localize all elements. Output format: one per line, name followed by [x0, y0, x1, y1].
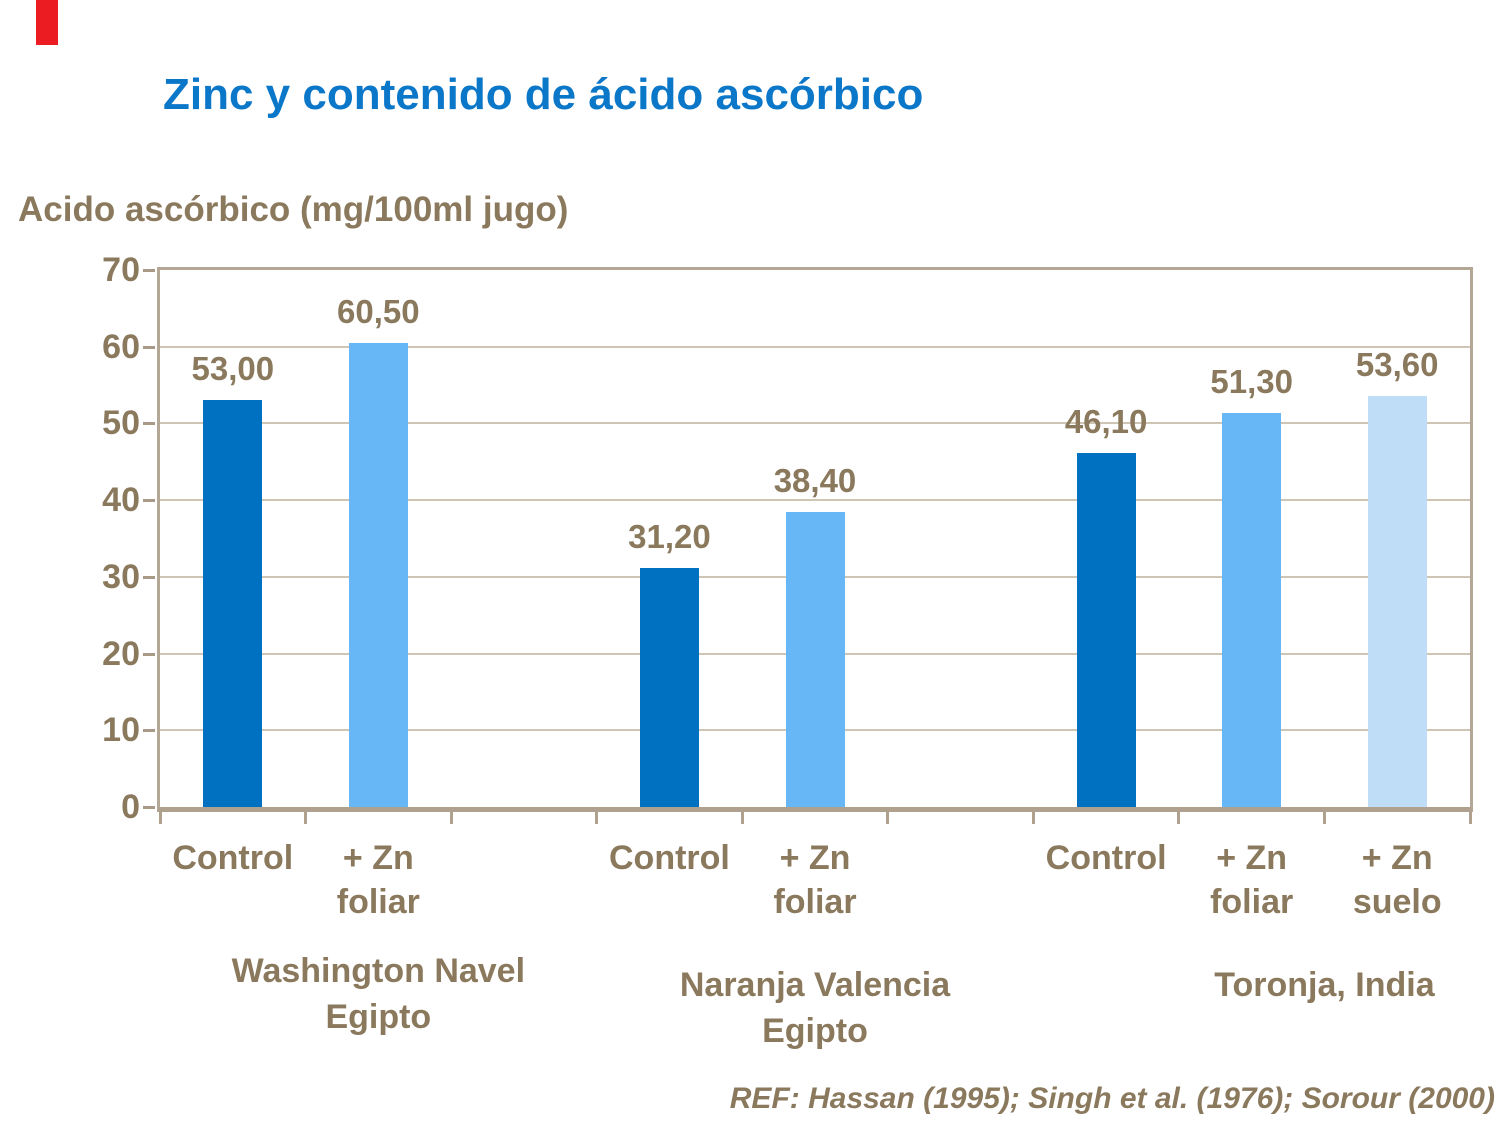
- y-tick-label: 20: [102, 634, 140, 673]
- plot-area: 53,00 60,50 31,20 38,40 46,10 51,30 53,60: [157, 267, 1473, 812]
- bar-value-label: 46,10: [1064, 403, 1148, 441]
- category-label: Control: [609, 839, 730, 877]
- red-accent-marker: [36, 0, 58, 45]
- y-tick-mark: [143, 269, 155, 272]
- category-label: Control: [1045, 839, 1167, 877]
- bar: [1222, 413, 1282, 807]
- bar-value-label: 31,20: [628, 517, 711, 555]
- y-tick-label: 40: [102, 481, 140, 520]
- x-tick-mark: [1322, 812, 1326, 824]
- y-tick-mark: [143, 652, 155, 656]
- page-title: Zinc y contenido de ácido ascórbico: [163, 70, 924, 119]
- y-tick-label: 70: [102, 251, 140, 289]
- x-tick-mark: [1177, 812, 1181, 824]
- y-tick-label: 10: [102, 711, 140, 750]
- bar: [1076, 453, 1136, 807]
- category-label: Control: [172, 839, 294, 877]
- bar: [1367, 395, 1427, 807]
- y-tick-label: 0: [121, 788, 140, 826]
- y-tick-mark: [143, 806, 155, 809]
- group-label: Naranja Valencia Egipto: [679, 966, 951, 1050]
- x-tick-mark: [1468, 812, 1472, 824]
- x-tick-mark: [449, 812, 453, 824]
- category-label: + Zn foliar: [1210, 839, 1294, 921]
- reference-citation: REF: Hassan (1995); Singh et al. (1976);…: [729, 1082, 1495, 1115]
- bar-value-label: 38,40: [773, 462, 857, 500]
- gridline: [160, 499, 1470, 502]
- bar-value-label: 60,50: [337, 292, 420, 330]
- x-tick-mark: [304, 812, 308, 824]
- category-label: + Zn suelo: [1352, 839, 1442, 921]
- group-label: Toronja, India: [1214, 966, 1435, 1004]
- y-tick-label: 50: [102, 404, 140, 443]
- y-tick-mark: [143, 422, 155, 426]
- group-label: Washington Navel Egipto: [231, 952, 526, 1036]
- bar: [348, 342, 408, 807]
- x-tick-mark: [158, 812, 162, 824]
- category-label: + Zn foliar: [336, 839, 420, 921]
- gridline: [160, 345, 1470, 348]
- x-tick-mark: [740, 812, 744, 824]
- bar: [639, 567, 699, 807]
- x-tick-mark: [886, 812, 890, 824]
- bar-value-label: 53,60: [1355, 345, 1439, 383]
- y-tick-label: 30: [102, 557, 140, 596]
- y-tick-mark: [143, 345, 155, 349]
- y-tick-label: 60: [102, 327, 140, 366]
- category-label: + Zn foliar: [773, 839, 857, 921]
- y-tick-mark: [143, 575, 155, 579]
- y-tick-mark: [143, 499, 155, 503]
- bar: [785, 512, 845, 807]
- gridline: [160, 422, 1470, 425]
- y-tick-mark: [143, 729, 155, 733]
- bar: [203, 400, 263, 807]
- bar-value-label: 51,30: [1210, 363, 1293, 401]
- x-tick-mark: [1031, 812, 1035, 824]
- bar-value-label: 53,00: [191, 350, 275, 388]
- y-axis-title: Acido ascórbico (mg/100ml jugo): [18, 190, 569, 229]
- x-tick-mark: [595, 812, 599, 824]
